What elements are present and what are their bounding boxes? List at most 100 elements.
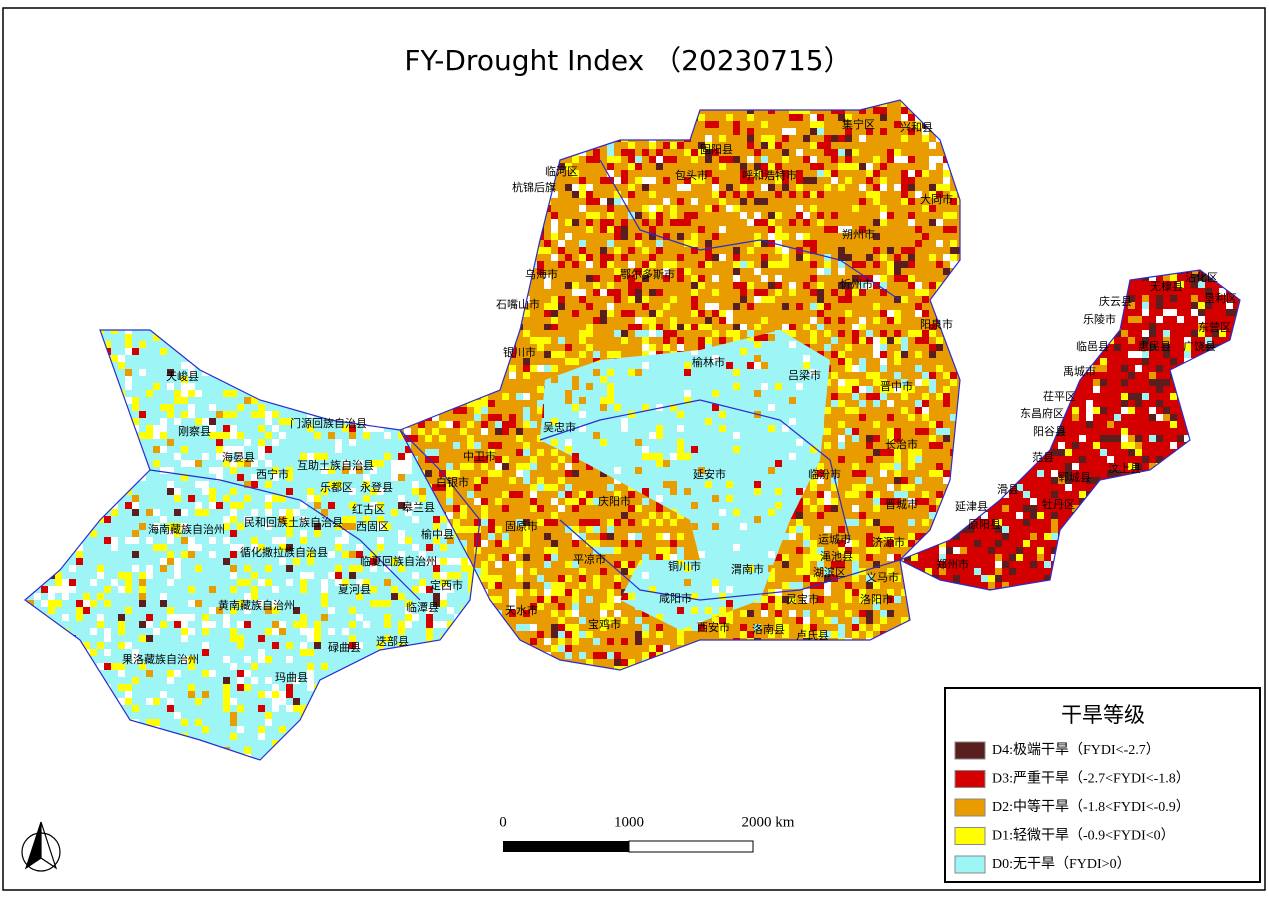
raster-cell [118, 362, 125, 369]
raster-cell [293, 698, 300, 705]
raster-cell [467, 526, 474, 533]
raster-cell [342, 600, 349, 607]
raster-cell [803, 156, 810, 163]
raster-cell [649, 247, 656, 254]
raster-cell [432, 414, 439, 421]
raster-cell [174, 523, 181, 530]
raster-cell [446, 456, 453, 463]
raster-cell [384, 453, 391, 460]
raster-cell [488, 519, 495, 526]
raster-cell [950, 247, 957, 254]
raster-cell [146, 635, 153, 642]
raster-cell [600, 170, 607, 177]
raster-cell [293, 607, 300, 614]
raster-cell [405, 509, 412, 516]
raster-cell [446, 512, 453, 519]
raster-cell [775, 240, 782, 247]
raster-cell [628, 519, 635, 526]
raster-cell [153, 691, 160, 698]
raster-cell [433, 523, 440, 530]
raster-cell [460, 414, 467, 421]
raster-cell [628, 610, 635, 617]
raster-cell [628, 505, 635, 512]
raster-cell [502, 393, 509, 400]
raster-cell [209, 677, 216, 684]
raster-cell [321, 467, 328, 474]
raster-cell [370, 586, 377, 593]
raster-cell [174, 488, 181, 495]
raster-cell [901, 156, 908, 163]
raster-cell [908, 177, 915, 184]
raster-cell [530, 289, 537, 296]
raster-cell [495, 526, 502, 533]
raster-cell [398, 607, 405, 614]
raster-cell [440, 614, 447, 621]
raster-cell [230, 544, 237, 551]
raster-cell [824, 226, 831, 233]
raster-cell [537, 484, 544, 491]
raster-cell [391, 446, 398, 453]
raster-cell [684, 149, 691, 156]
raster-cell [321, 572, 328, 579]
raster-cell [139, 523, 146, 530]
raster-cell [530, 610, 537, 617]
raster-cell [223, 537, 230, 544]
raster-cell [551, 512, 558, 519]
raster-cell [265, 558, 272, 565]
raster-cell [125, 572, 132, 579]
raster-cell [474, 428, 481, 435]
raster-cell [740, 177, 747, 184]
raster-cell [223, 390, 230, 397]
raster-cell [740, 296, 747, 303]
raster-cell [894, 177, 901, 184]
raster-cell [488, 561, 495, 568]
raster-cell [747, 324, 754, 331]
raster-cell [216, 537, 223, 544]
raster-cell [132, 649, 139, 656]
raster-cell [286, 488, 293, 495]
raster-cell [600, 226, 607, 233]
raster-cell [635, 156, 642, 163]
raster-cell [258, 425, 265, 432]
raster-cell [265, 460, 272, 467]
raster-cell [810, 289, 817, 296]
raster-cell [747, 240, 754, 247]
raster-cell [866, 170, 873, 177]
raster-cell [600, 289, 607, 296]
raster-cell [572, 596, 579, 603]
raster-cell [181, 593, 188, 600]
raster-cell [621, 561, 628, 568]
raster-cell [440, 558, 447, 565]
raster-cell [922, 198, 929, 205]
raster-cell [523, 442, 530, 449]
raster-cell [174, 551, 181, 558]
raster-cell [782, 149, 789, 156]
raster-cell [132, 369, 139, 376]
raster-cell [838, 128, 845, 135]
raster-cell [845, 275, 852, 282]
raster-cell [230, 516, 237, 523]
raster-cell [607, 226, 614, 233]
raster-cell [258, 439, 265, 446]
raster-cell [607, 177, 614, 184]
raster-cell [314, 579, 321, 586]
raster-cell [880, 282, 887, 289]
raster-cell [342, 635, 349, 642]
raster-cell [356, 467, 363, 474]
raster-cell [181, 684, 188, 691]
raster-cell [838, 226, 845, 233]
raster-cell [607, 351, 614, 358]
raster-cell [258, 544, 265, 551]
raster-cell [586, 191, 593, 198]
raster-cell [908, 254, 915, 261]
raster-cell [272, 411, 279, 418]
raster-cell [146, 565, 153, 572]
raster-cell [558, 603, 565, 610]
raster-cell [684, 275, 691, 282]
raster-cell [803, 289, 810, 296]
raster-cell [558, 540, 565, 547]
raster-cell [412, 614, 419, 621]
raster-cell [600, 247, 607, 254]
raster-cell [335, 481, 342, 488]
raster-cell [202, 614, 209, 621]
